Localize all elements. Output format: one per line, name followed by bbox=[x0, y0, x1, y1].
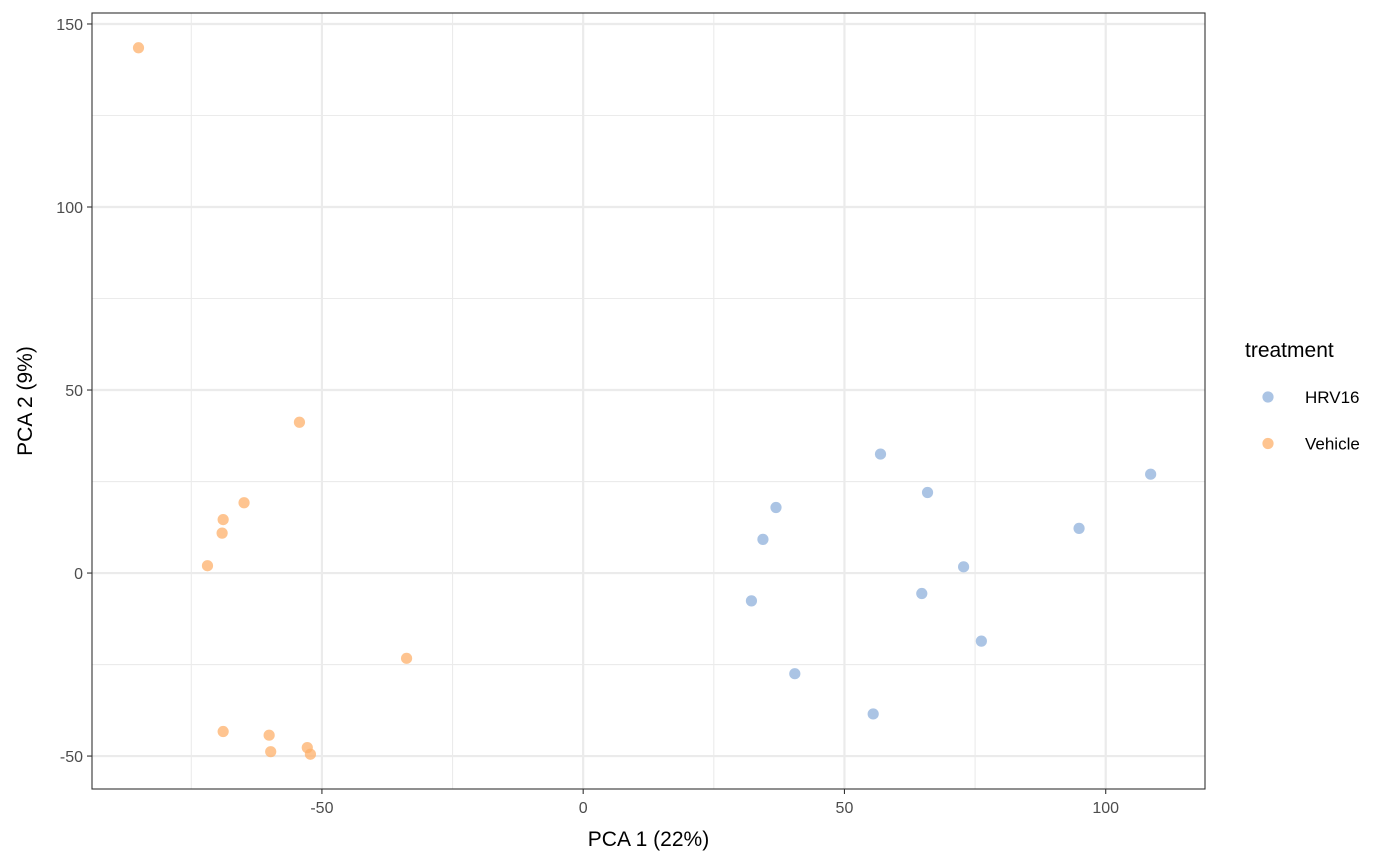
data-point-hrv16 bbox=[745, 595, 758, 607]
legend-items: HRV16 Vehicle bbox=[1262, 388, 1360, 454]
data-point-vehicle bbox=[238, 497, 250, 509]
legend-label-vehicle: Vehicle bbox=[1305, 435, 1360, 454]
legend-key-hrv16 bbox=[1262, 391, 1274, 403]
axis-ticks: -50 0 50 100 -50 0 50 100 150 bbox=[56, 17, 1119, 817]
data-point-vehicle bbox=[217, 725, 229, 738]
data-point-hrv16 bbox=[957, 561, 970, 573]
x-tick-label: -50 bbox=[310, 800, 333, 817]
data-point-hrv16 bbox=[757, 533, 769, 545]
data-point-vehicle bbox=[400, 652, 413, 664]
data-point-vehicle bbox=[293, 416, 306, 428]
x-tick-label: 0 bbox=[579, 800, 588, 817]
data-point-vehicle bbox=[263, 729, 275, 741]
data-point-vehicle bbox=[201, 560, 214, 572]
data-point-hrv16 bbox=[874, 448, 887, 460]
data-point-hrv16 bbox=[1145, 468, 1157, 480]
data-point-vehicle bbox=[265, 746, 277, 758]
y-tick-label: 0 bbox=[74, 566, 83, 583]
x-tick-label: 50 bbox=[836, 800, 854, 817]
legend: treatment HRV16 Vehicle bbox=[1245, 339, 1360, 454]
data-point-hrv16 bbox=[975, 635, 987, 647]
grid-lines bbox=[92, 13, 1205, 789]
x-tick-label: 100 bbox=[1092, 800, 1119, 817]
y-tick-label: 100 bbox=[56, 200, 83, 217]
legend-title: treatment bbox=[1245, 339, 1334, 362]
x-axis-title: PCA 1 (22%) bbox=[588, 828, 709, 851]
data-point-hrv16 bbox=[770, 501, 782, 514]
y-axis-title: PCA 2 (9%) bbox=[14, 346, 37, 456]
data-point-vehicle bbox=[304, 748, 317, 760]
panel-border bbox=[91, 12, 1206, 790]
data-point-hrv16 bbox=[921, 486, 934, 499]
data-point-vehicle bbox=[132, 42, 145, 54]
y-tick-label: 50 bbox=[65, 383, 83, 400]
y-tick-label: -50 bbox=[60, 749, 83, 766]
data-point-hrv16 bbox=[789, 668, 801, 680]
legend-label-hrv16: HRV16 bbox=[1305, 388, 1360, 407]
data-points bbox=[132, 42, 1157, 760]
data-point-vehicle bbox=[216, 527, 228, 539]
data-point-hrv16 bbox=[1073, 522, 1085, 534]
data-point-hrv16 bbox=[916, 587, 928, 600]
data-point-hrv16 bbox=[867, 708, 879, 720]
legend-key-vehicle bbox=[1262, 437, 1274, 450]
data-point-vehicle bbox=[217, 513, 229, 526]
y-tick-label: 150 bbox=[56, 17, 83, 34]
